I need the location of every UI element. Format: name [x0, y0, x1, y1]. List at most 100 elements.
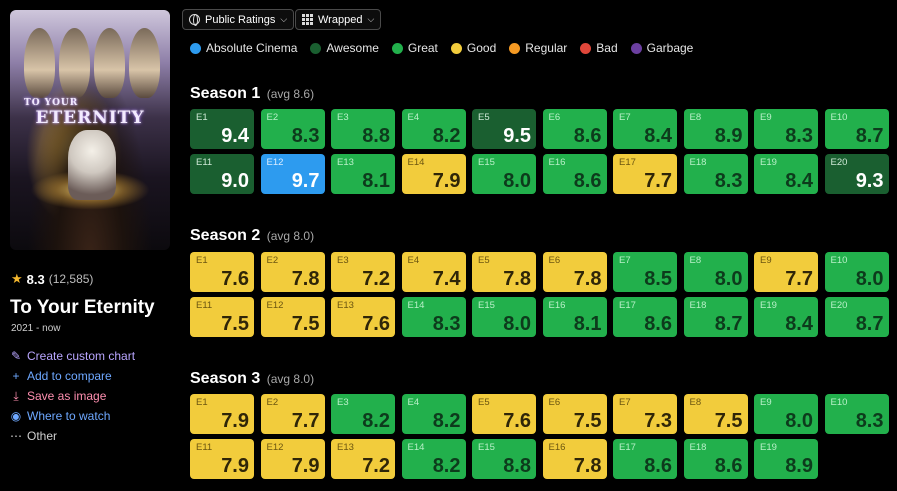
episode-rating: 8.8 [362, 125, 390, 147]
episode-tile[interactable]: E15 8.0 [472, 154, 536, 194]
episode-tile[interactable]: E19 8.4 [754, 154, 818, 194]
episode-tile[interactable]: E7 7.3 [613, 394, 677, 434]
episode-tile[interactable]: E9 8.0 [754, 394, 818, 434]
episode-rating: 8.9 [785, 455, 813, 477]
add-to-compare-link[interactable]: + Add to compare [10, 366, 135, 386]
episode-tile[interactable]: E1 9.4 [190, 109, 254, 149]
episode-tile[interactable]: E15 8.8 [472, 439, 536, 479]
poster-characters [24, 28, 160, 98]
episode-tile[interactable]: E17 8.6 [613, 439, 677, 479]
episode-tile[interactable]: E10 8.7 [824, 109, 889, 149]
episode-rating: 8.4 [644, 125, 672, 147]
episode-tile[interactable]: E12 9.7 [260, 154, 325, 194]
episode-tile[interactable]: E16 8.6 [542, 154, 607, 194]
episode-tile[interactable]: E13 8.1 [331, 154, 395, 194]
episode-tile[interactable]: E6 7.8 [542, 252, 607, 292]
legend-label: Great [407, 41, 438, 55]
episode-rating: 8.0 [785, 410, 813, 432]
episode-tile[interactable]: E5 9.5 [472, 109, 536, 149]
pencil-icon: ✎ [10, 349, 22, 363]
episode-tile[interactable]: E12 7.5 [260, 297, 325, 337]
episode-tile[interactable]: E13 7.2 [331, 439, 395, 479]
episode-tile[interactable]: E5 7.6 [472, 394, 536, 434]
episode-tile[interactable]: E6 7.5 [542, 394, 607, 434]
episode-tile[interactable]: E11 7.5 [190, 297, 254, 337]
episode-tile[interactable]: E20 8.7 [824, 297, 889, 337]
episode-tile[interactable]: E3 8.2 [331, 394, 395, 434]
chevron-down-icon: ⌵ [367, 14, 375, 24]
season-label: Season 2 [190, 227, 261, 244]
episode-tile[interactable]: E18 8.7 [683, 297, 748, 337]
episode-tile[interactable]: E11 7.9 [190, 439, 254, 479]
episode-tile[interactable]: E14 8.2 [401, 439, 466, 479]
episode-number: E5 [478, 397, 490, 408]
episode-number: E19 [760, 300, 777, 311]
episode-tile[interactable]: E6 8.6 [542, 109, 607, 149]
episode-tile[interactable]: E19 8.9 [754, 439, 818, 479]
episode-tile[interactable]: E20 9.3 [824, 154, 889, 194]
episode-rating: 9.0 [221, 170, 249, 192]
episode-rating: 7.3 [644, 410, 672, 432]
episode-rating: 9.4 [221, 125, 249, 147]
action-label: Where to watch [27, 409, 111, 423]
episode-tile[interactable]: E4 8.2 [401, 109, 466, 149]
episode-number: E11 [196, 300, 213, 311]
episode-tile[interactable]: E10 8.3 [824, 394, 889, 434]
episode-tile[interactable]: E4 8.2 [401, 394, 466, 434]
episode-tile[interactable]: E2 7.8 [260, 252, 325, 292]
episode-tile[interactable]: E11 9.0 [190, 154, 254, 194]
episode-tile[interactable]: E19 8.4 [754, 297, 818, 337]
layout-dropdown[interactable]: Wrapped ⌵ [295, 9, 382, 30]
episode-number: E11 [196, 442, 213, 453]
episode-tile[interactable]: E16 8.1 [542, 297, 607, 337]
episode-tile[interactable]: E14 8.3 [401, 297, 466, 337]
other-link[interactable]: ⋯ Other [10, 426, 135, 446]
download-icon: ⤓ [13, 388, 19, 403]
episode-tile[interactable]: E12 7.9 [260, 439, 325, 479]
legend-swatch [580, 42, 592, 54]
save-as-image-link[interactable]: ⤓ Save as image [10, 386, 135, 406]
episode-tile[interactable]: E7 8.5 [613, 252, 677, 292]
chevron-down-icon: ⌵ [280, 14, 288, 24]
episode-number: E8 [689, 112, 702, 123]
episode-tile[interactable]: E7 8.4 [613, 109, 677, 149]
episode-tile[interactable]: E14 7.9 [401, 154, 466, 194]
episode-number: E17 [619, 442, 636, 453]
legend-label: Awesome [326, 41, 379, 55]
episode-rating: 7.5 [291, 313, 320, 335]
episode-rating: 7.6 [221, 268, 249, 290]
where-to-watch-link[interactable]: ◉ Where to watch [10, 406, 135, 426]
rating-score: 8.3 [26, 271, 45, 287]
episode-tile[interactable]: E17 8.6 [613, 297, 677, 337]
episode-tile[interactable]: E1 7.9 [190, 394, 254, 434]
episode-tile[interactable]: E8 7.5 [683, 394, 748, 434]
episode-tile[interactable]: E9 7.7 [754, 252, 818, 292]
episode-tile[interactable]: E8 8.9 [683, 109, 748, 149]
legend-swatch [190, 42, 201, 54]
ratings-source-label: Public Ratings [205, 13, 276, 26]
episode-tile[interactable]: E13 7.6 [331, 297, 395, 337]
episode-tile[interactable]: E2 8.3 [260, 109, 325, 149]
episode-tile[interactable]: E4 7.4 [401, 252, 466, 292]
poster-title-art: TO YOUR ETERNITY [24, 98, 145, 128]
episode-rating: 8.6 [573, 170, 602, 192]
episode-tile[interactable]: E18 8.3 [683, 154, 748, 194]
episode-tile[interactable]: E3 7.2 [331, 252, 395, 292]
episode-tile[interactable]: E9 8.3 [754, 109, 818, 149]
episode-tile[interactable]: E10 8.0 [824, 252, 889, 292]
episode-number: E16 [548, 300, 566, 311]
sidebar-actions: ✎ Create custom chart + Add to compare ⤓… [10, 346, 135, 446]
episode-tile[interactable]: E3 8.8 [331, 109, 395, 149]
episode-tile[interactable]: E1 7.6 [190, 252, 254, 292]
episode-tile[interactable]: E5 7.8 [472, 252, 536, 292]
episode-tile[interactable]: E15 8.0 [472, 297, 536, 337]
create-custom-chart-link[interactable]: ✎ Create custom chart [10, 346, 135, 366]
episode-rating: 8.1 [573, 313, 602, 335]
episode-number: E20 [830, 300, 848, 311]
episode-tile[interactable]: E17 7.7 [613, 154, 677, 194]
ratings-source-dropdown[interactable]: Public Ratings ⌵ [182, 9, 295, 30]
episode-tile[interactable]: E8 8.0 [683, 252, 748, 292]
episode-tile[interactable]: E2 7.7 [260, 394, 325, 434]
episode-tile[interactable]: E18 8.6 [683, 439, 748, 479]
episode-tile[interactable]: E16 7.8 [542, 439, 607, 479]
